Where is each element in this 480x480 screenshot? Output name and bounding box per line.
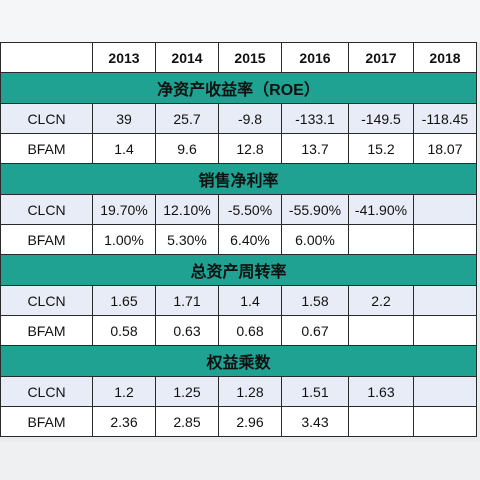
value-cell: 2.85 bbox=[155, 406, 219, 437]
company-cell: CLCN bbox=[0, 194, 93, 225]
value-cell bbox=[348, 224, 414, 255]
value-cell: 25.7 bbox=[155, 103, 219, 134]
value-cell bbox=[413, 315, 477, 346]
value-cell bbox=[413, 406, 477, 437]
company-cell: CLCN bbox=[0, 285, 93, 316]
bottom-background bbox=[0, 442, 480, 480]
value-cell bbox=[413, 194, 477, 225]
value-cell bbox=[348, 406, 414, 437]
table-row: CLCN 19.70% 12.10% -5.50% -55.90% -41.90… bbox=[0, 194, 477, 225]
value-cell: 0.67 bbox=[281, 315, 349, 346]
value-cell: 1.2 bbox=[92, 376, 156, 407]
table-row: BFAM 0.58 0.63 0.68 0.67 bbox=[0, 315, 477, 346]
value-cell bbox=[413, 285, 477, 316]
value-cell: 2.96 bbox=[218, 406, 282, 437]
section-header-roe: 净资产收益率（ROE） bbox=[0, 72, 477, 104]
value-cell: 2.36 bbox=[92, 406, 156, 437]
value-cell: 1.00% bbox=[92, 224, 156, 255]
value-cell: 15.2 bbox=[348, 133, 414, 164]
section-title: 净资产收益率（ROE） bbox=[0, 72, 477, 104]
value-cell: 1.28 bbox=[218, 376, 282, 407]
value-cell: 12.10% bbox=[155, 194, 219, 225]
top-background bbox=[0, 0, 480, 42]
value-cell: 1.4 bbox=[218, 285, 282, 316]
company-cell: BFAM bbox=[0, 315, 93, 346]
section-header-net-margin: 销售净利率 bbox=[0, 163, 477, 195]
value-cell: 1.4 bbox=[92, 133, 156, 164]
value-cell: -9.8 bbox=[218, 103, 282, 134]
table-row: BFAM 2.36 2.85 2.96 3.43 bbox=[0, 406, 477, 437]
year-header: 2016 bbox=[281, 42, 349, 73]
value-cell: 0.68 bbox=[218, 315, 282, 346]
value-cell: 2.2 bbox=[348, 285, 414, 316]
value-cell: 1.63 bbox=[348, 376, 414, 407]
financial-ratios-table: 2013 2014 2015 2016 2017 2018 净资产收益率（ROE… bbox=[0, 42, 477, 437]
value-cell: 13.7 bbox=[281, 133, 349, 164]
year-header: 2017 bbox=[348, 42, 414, 73]
value-cell: -41.90% bbox=[348, 194, 414, 225]
year-header-row: 2013 2014 2015 2016 2017 2018 bbox=[0, 42, 477, 73]
company-cell: CLCN bbox=[0, 103, 93, 134]
section-title: 总资产周转率 bbox=[0, 254, 477, 286]
table-row: CLCN 1.2 1.25 1.28 1.51 1.63 bbox=[0, 376, 477, 407]
value-cell: -149.5 bbox=[348, 103, 414, 134]
value-cell: -5.50% bbox=[218, 194, 282, 225]
value-cell: 1.51 bbox=[281, 376, 349, 407]
value-cell: 3.43 bbox=[281, 406, 349, 437]
table-row: CLCN 39 25.7 -9.8 -133.1 -149.5 -118.45 bbox=[0, 103, 477, 134]
value-cell: 1.25 bbox=[155, 376, 219, 407]
value-cell: 6.00% bbox=[281, 224, 349, 255]
value-cell: 19.70% bbox=[92, 194, 156, 225]
value-cell: 5.30% bbox=[155, 224, 219, 255]
year-header: 2014 bbox=[155, 42, 219, 73]
corner-cell bbox=[0, 42, 93, 73]
value-cell: -118.45 bbox=[413, 103, 477, 134]
value-cell: 1.65 bbox=[92, 285, 156, 316]
value-cell: -55.90% bbox=[281, 194, 349, 225]
value-cell: -133.1 bbox=[281, 103, 349, 134]
company-cell: BFAM bbox=[0, 224, 93, 255]
value-cell bbox=[413, 376, 477, 407]
table-row: BFAM 1.00% 5.30% 6.40% 6.00% bbox=[0, 224, 477, 255]
section-header-asset-turnover: 总资产周转率 bbox=[0, 254, 477, 286]
value-cell: 9.6 bbox=[155, 133, 219, 164]
value-cell: 0.58 bbox=[92, 315, 156, 346]
company-cell: CLCN bbox=[0, 376, 93, 407]
year-header: 2015 bbox=[218, 42, 282, 73]
year-header: 2013 bbox=[92, 42, 156, 73]
year-header: 2018 bbox=[413, 42, 477, 73]
value-cell: 6.40% bbox=[218, 224, 282, 255]
value-cell: 1.71 bbox=[155, 285, 219, 316]
value-cell: 12.8 bbox=[218, 133, 282, 164]
value-cell: 39 bbox=[92, 103, 156, 134]
company-cell: BFAM bbox=[0, 406, 93, 437]
company-cell: BFAM bbox=[0, 133, 93, 164]
table-row: BFAM 1.4 9.6 12.8 13.7 15.2 18.07 bbox=[0, 133, 477, 164]
section-title: 销售净利率 bbox=[0, 163, 477, 195]
table-row: CLCN 1.65 1.71 1.4 1.58 2.2 bbox=[0, 285, 477, 316]
section-header-equity-multiplier: 权益乘数 bbox=[0, 345, 477, 377]
value-cell: 18.07 bbox=[413, 133, 477, 164]
value-cell: 0.63 bbox=[155, 315, 219, 346]
value-cell bbox=[413, 224, 477, 255]
value-cell bbox=[348, 315, 414, 346]
section-title: 权益乘数 bbox=[0, 345, 477, 377]
value-cell: 1.58 bbox=[281, 285, 349, 316]
